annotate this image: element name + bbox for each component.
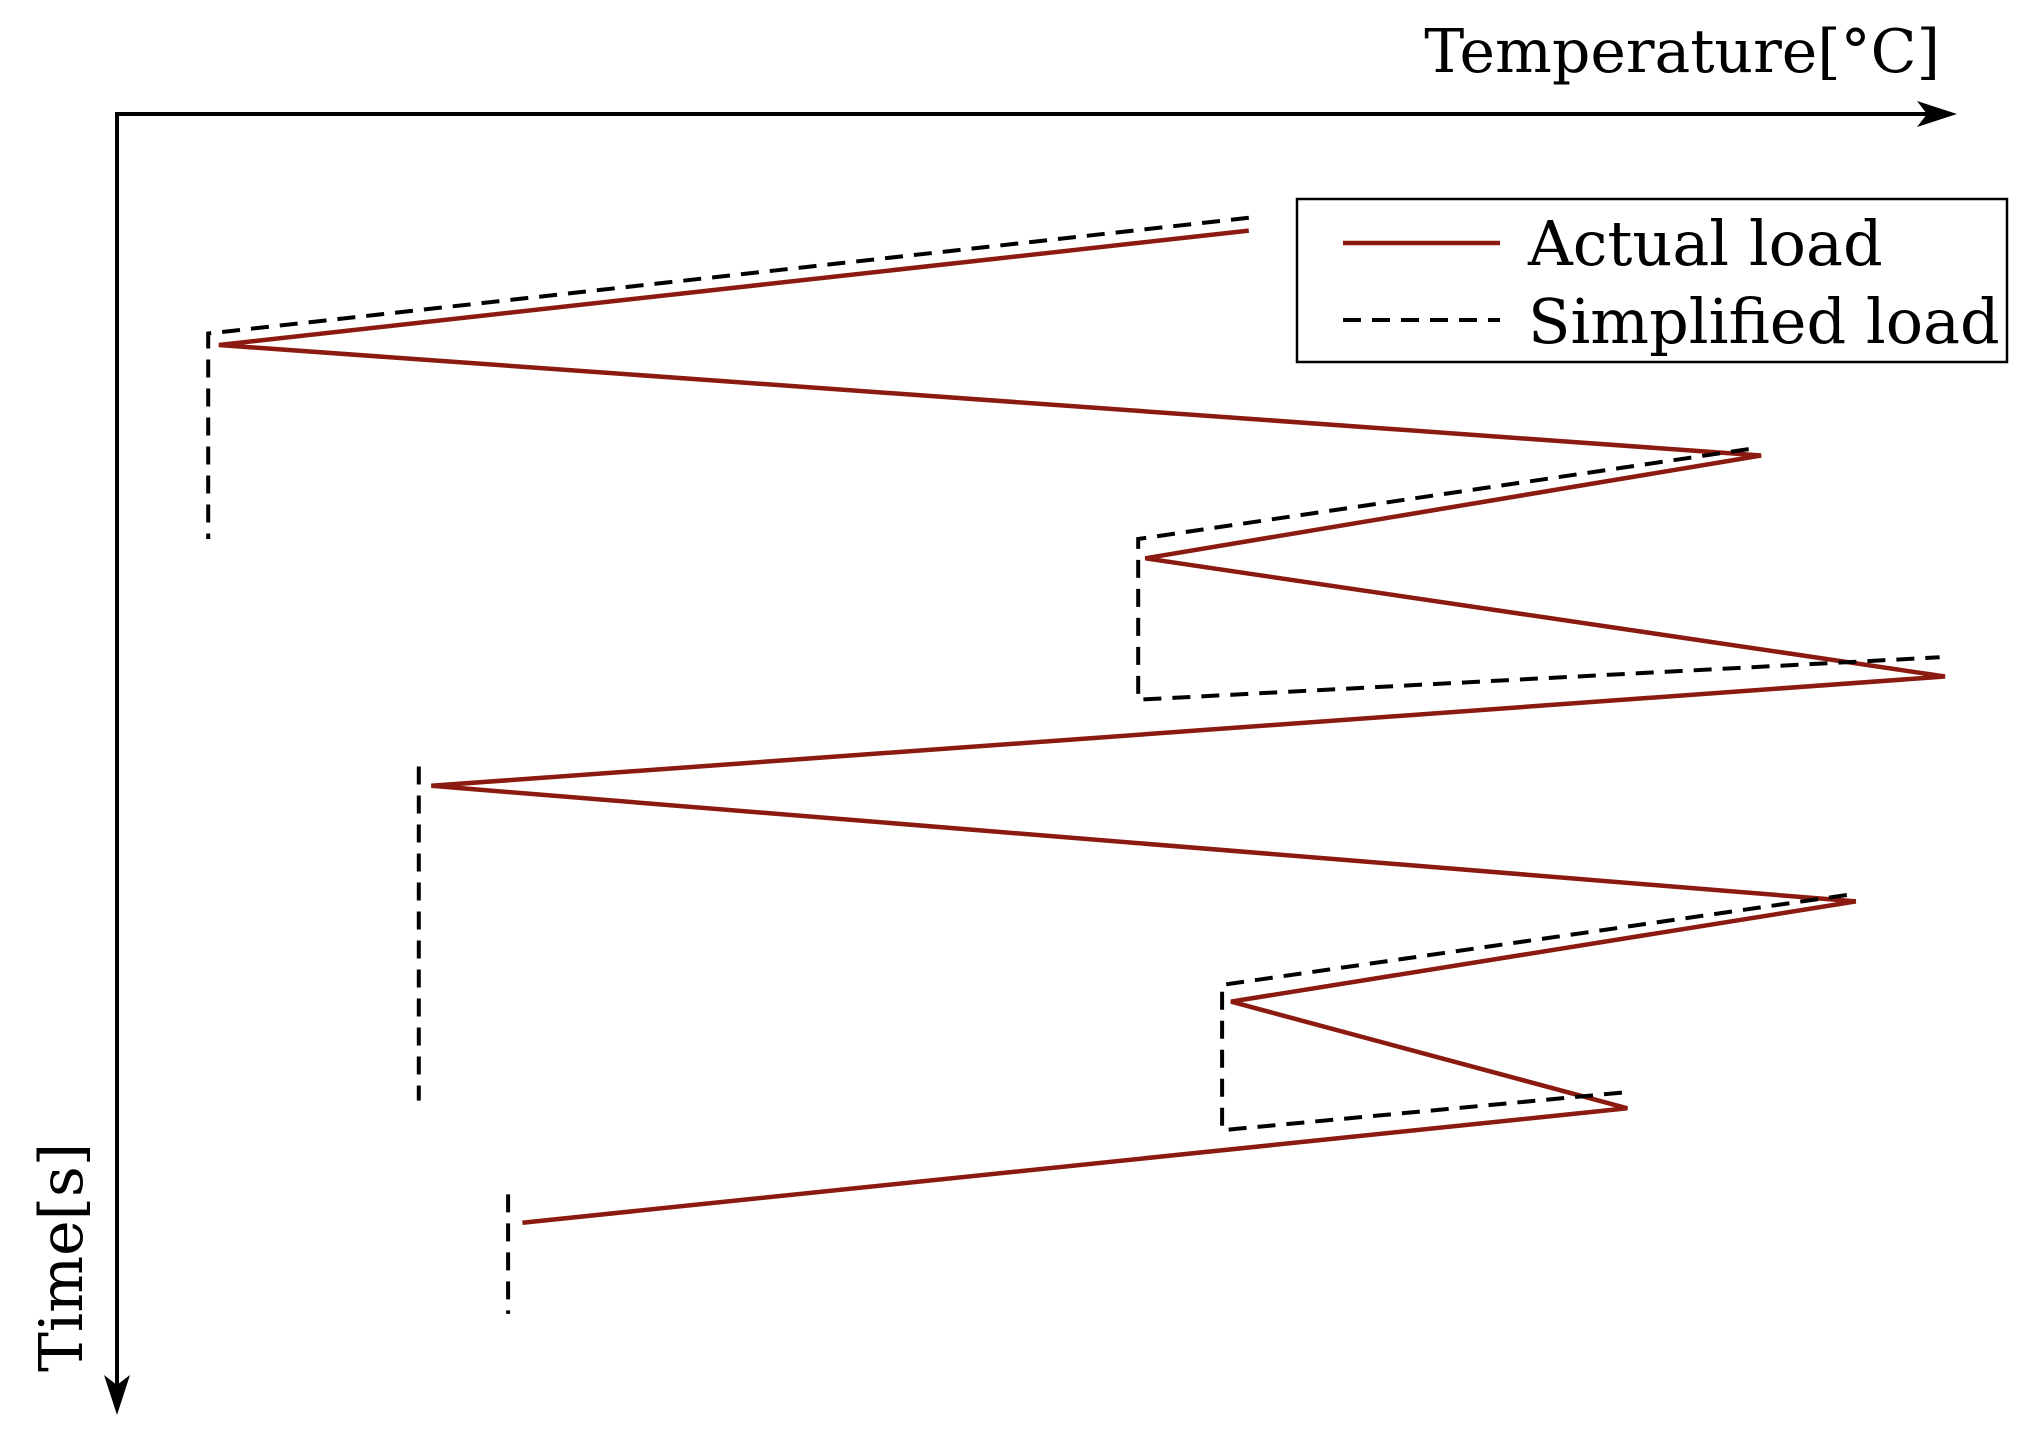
legend: Actual load Simplified load [1295,197,2009,364]
y-axis-arrowhead [104,1375,130,1415]
series-line-actual-load [218,228,1946,1225]
y-axis-label: Time[s] [27,1143,97,1372]
legend-label-simplified-load: Simplified load [1528,285,2000,358]
axes: Temperature[°C] Time[s] [27,17,1957,1415]
x-axis-arrowhead [1917,101,1957,127]
legend-box [1295,197,2009,364]
series-line-simplified-load [206,215,1940,1314]
legend-label-actual-load: Actual load [1527,207,1883,280]
series-layer [206,215,1946,1314]
x-axis-label: Temperature[°C] [1424,17,1940,87]
